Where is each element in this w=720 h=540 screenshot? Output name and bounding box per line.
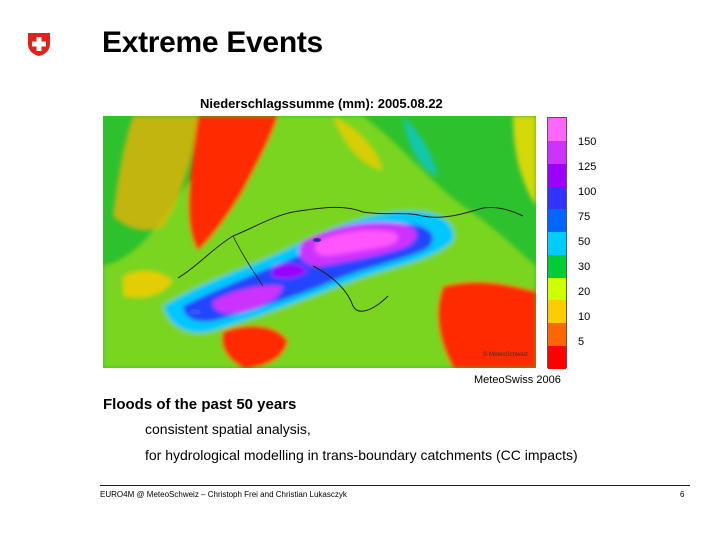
precipitation-map-graphic <box>103 116 536 368</box>
page-number: 6 <box>680 490 685 499</box>
legend-swatch <box>548 278 566 300</box>
bullet-item: for hydrological modelling in trans-boun… <box>145 447 578 463</box>
slide-title: Extreme Events <box>102 26 323 59</box>
legend-label: 30 <box>578 261 591 273</box>
footer-divider <box>100 485 690 486</box>
legend-label: 75 <box>578 211 591 223</box>
bullet-item: consistent spatial analysis, <box>145 421 311 437</box>
section-heading: Floods of the past 50 years <box>103 396 297 413</box>
legend-swatch <box>548 255 566 278</box>
legend-label: 125 <box>578 161 597 173</box>
color-legend-bar <box>547 117 567 369</box>
legend-swatch <box>548 323 566 346</box>
legend-swatch <box>548 346 566 369</box>
legend-swatch <box>548 209 566 232</box>
legend-label: 10 <box>578 311 591 323</box>
legend-label: 150 <box>578 136 597 148</box>
figure-source: MeteoSwiss 2006 <box>474 374 561 386</box>
legend-swatch <box>548 164 566 187</box>
legend-swatch <box>548 118 566 141</box>
legend-label: 50 <box>578 236 591 248</box>
swiss-cross-logo-icon <box>28 33 50 56</box>
legend-swatch <box>548 300 566 323</box>
legend-swatch <box>548 187 566 209</box>
legend-label: 5 <box>578 336 585 348</box>
legend-swatch <box>548 232 566 255</box>
legend-label: 20 <box>578 286 591 298</box>
legend-swatch <box>548 141 566 164</box>
map-credit: © MeteoSchweiz <box>482 352 528 358</box>
precipitation-map: © MeteoSchweiz <box>103 116 536 368</box>
legend-label: 100 <box>578 186 597 198</box>
map-title: Niederschlagssumme (mm): 2005.08.22 <box>200 96 443 111</box>
footer-text: EURO4M @ MeteoSchweiz – Christoph Frei a… <box>100 490 347 499</box>
